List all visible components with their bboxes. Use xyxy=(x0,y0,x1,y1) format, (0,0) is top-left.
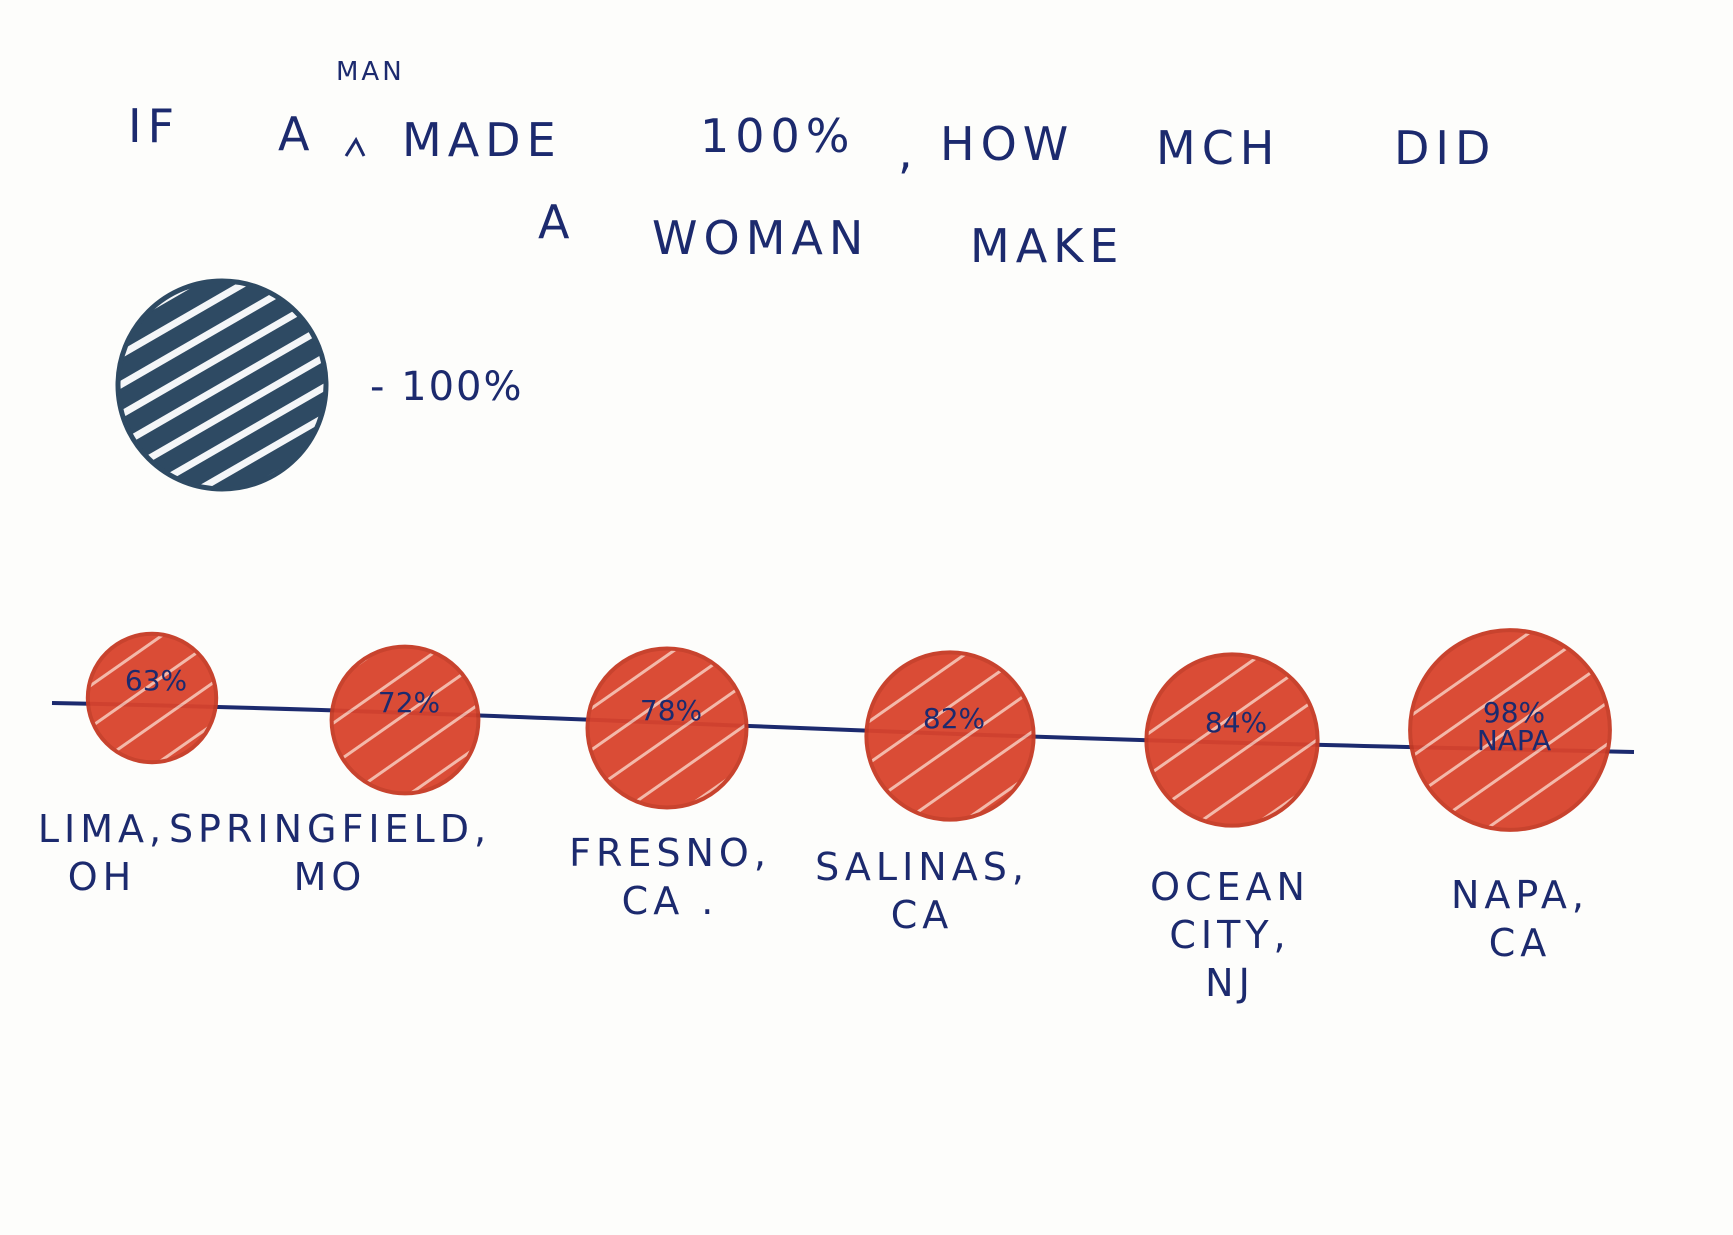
title-mch: MCH xyxy=(1156,121,1280,175)
title-a-2: A xyxy=(538,195,575,249)
bubble-series xyxy=(85,628,1612,832)
legend-reference-circle xyxy=(115,278,329,492)
bubble-5 xyxy=(1408,628,1612,832)
bubble-3 xyxy=(864,650,1036,822)
bubble-0 xyxy=(85,631,219,765)
city-label-1-line-1: MO xyxy=(294,855,367,899)
bubble-value-label-2: 78% xyxy=(640,694,702,727)
title-woman: WOMAN xyxy=(652,211,869,265)
city-label-5-line-1: CA xyxy=(1489,921,1552,965)
legend-label: - 100% xyxy=(370,364,524,410)
city-label-4-line-0: OCEAN xyxy=(1150,865,1310,909)
city-label-4-line-1: CITY, xyxy=(1169,913,1290,957)
baseline xyxy=(51,701,1635,754)
title-pct: 100% xyxy=(700,109,856,163)
title-how: HOW xyxy=(940,117,1074,171)
bubble-value-label-1: 72% xyxy=(378,686,440,719)
title-made: MADE xyxy=(402,113,562,167)
title-a: A xyxy=(278,107,315,161)
bubble-4 xyxy=(1144,652,1320,828)
title-make: MAKE xyxy=(970,219,1124,273)
bubble-inner-label-5: NAPA xyxy=(1477,724,1551,757)
bubble-value-label-3: 82% xyxy=(923,702,985,735)
legend: - 100% xyxy=(115,278,524,492)
title-comma: , xyxy=(898,125,919,179)
title-if: IF xyxy=(128,99,180,153)
title-caret-insert: MAN xyxy=(336,57,405,87)
city-label-2-line-1: CA . xyxy=(622,879,719,923)
city-labels: LIMA,OH SPRINGFIELD,MO FRESNO,CA . SALINAS,… xyxy=(38,807,1589,1005)
city-label-0-line-0: LIMA, xyxy=(38,807,166,851)
city-label-5-line-0: NAPA, xyxy=(1451,873,1589,917)
bubble-2 xyxy=(585,646,749,810)
city-label-3-line-1: CA xyxy=(891,893,954,937)
bubble-value-labels: 63% 72% 78% 82% 84% 98%NAPA xyxy=(125,664,1551,757)
title-did: DID xyxy=(1394,121,1496,175)
bubble-value-label-5: 98% xyxy=(1483,696,1545,729)
bubble-1 xyxy=(329,644,481,796)
city-label-4-line-2: NJ xyxy=(1205,961,1255,1005)
city-label-2-line-0: FRESNO, xyxy=(569,831,771,875)
bubble-value-label-0: 63% xyxy=(125,664,187,697)
caret-mark xyxy=(344,136,366,157)
bubble-value-label-4: 84% xyxy=(1205,706,1267,739)
chart-title: IF A MAN MADE 100% , HOW MCH DID A WOMAN… xyxy=(128,57,1496,273)
city-label-1-line-0: SPRINGFIELD, xyxy=(169,807,491,851)
city-label-0-line-1: OH xyxy=(68,855,136,899)
city-label-3-line-0: SALINAS, xyxy=(815,845,1029,889)
